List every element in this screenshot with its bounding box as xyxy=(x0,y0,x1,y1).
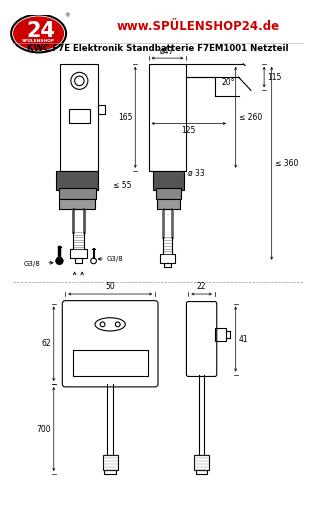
Bar xyxy=(164,263,171,267)
Text: ≤ 360: ≤ 360 xyxy=(275,159,298,168)
Bar xyxy=(73,350,148,376)
Bar xyxy=(157,199,180,209)
Bar xyxy=(69,109,90,123)
Text: 62: 62 xyxy=(41,339,51,348)
Text: G3/8: G3/8 xyxy=(24,261,40,267)
Bar xyxy=(156,188,181,199)
Bar xyxy=(160,254,175,263)
Text: 41: 41 xyxy=(239,334,248,344)
Text: 50: 50 xyxy=(105,282,115,291)
Bar xyxy=(59,199,95,209)
Text: SPÜLENSHOP: SPÜLENSHOP xyxy=(22,39,55,43)
Bar xyxy=(153,171,184,190)
Text: 165: 165 xyxy=(118,113,132,122)
Bar xyxy=(58,188,96,199)
Bar xyxy=(105,470,116,474)
Bar xyxy=(60,64,98,171)
Text: G3/8: G3/8 xyxy=(107,256,124,262)
Bar xyxy=(70,250,87,258)
Text: 115: 115 xyxy=(267,73,281,82)
Text: ø47: ø47 xyxy=(160,46,175,55)
Text: 22: 22 xyxy=(197,282,206,291)
Text: 24: 24 xyxy=(26,21,55,41)
Bar xyxy=(215,328,226,341)
Bar xyxy=(103,455,118,470)
Bar xyxy=(196,470,207,474)
Text: 125: 125 xyxy=(182,126,196,135)
Bar xyxy=(75,258,82,263)
Text: 700: 700 xyxy=(36,424,51,434)
Text: ≤ 260: ≤ 260 xyxy=(239,113,262,122)
Text: ø 33: ø 33 xyxy=(188,168,205,177)
Text: www.SPÜLENSHOP24.de: www.SPÜLENSHOP24.de xyxy=(116,20,279,33)
Text: KWC F7E Elektronik Standbatterie F7EM1001 Netzteil: KWC F7E Elektronik Standbatterie F7EM100… xyxy=(27,44,289,53)
Bar xyxy=(149,64,186,171)
Text: ®: ® xyxy=(64,13,70,18)
Bar xyxy=(98,105,105,114)
Text: 20°: 20° xyxy=(222,78,235,87)
Bar xyxy=(56,171,98,190)
Ellipse shape xyxy=(13,17,64,50)
Text: ≤ 55: ≤ 55 xyxy=(113,180,131,190)
Bar xyxy=(194,455,209,470)
Ellipse shape xyxy=(11,15,66,53)
Circle shape xyxy=(56,257,63,265)
